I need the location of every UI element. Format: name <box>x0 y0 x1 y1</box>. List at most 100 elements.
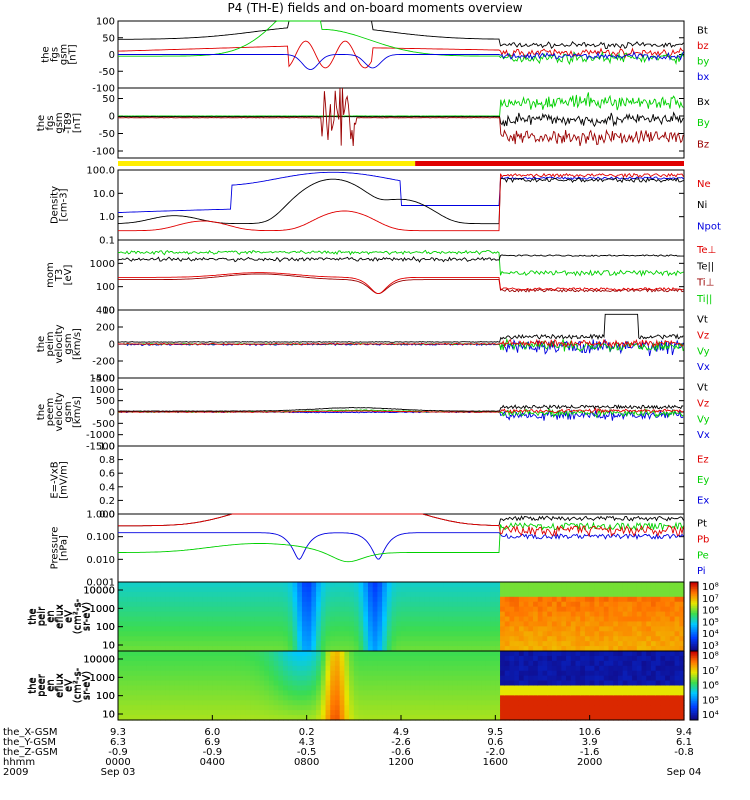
x-tick-value: 10.6 <box>579 727 601 738</box>
y-tick-label: 10 <box>102 306 115 317</box>
y-tick-label: 1000 <box>90 259 115 270</box>
x-date-start: Sep 03 <box>101 767 136 778</box>
y-axis-label: en <box>46 679 57 692</box>
legend-peim_vel-2: Vy <box>697 346 710 357</box>
page-title: P4 (TH-E) fields and on-board moments ov… <box>227 1 523 15</box>
legend-fgs-3: bx <box>697 72 709 83</box>
y-tick-label: 500 <box>96 396 115 407</box>
x-tick-value: 0.6 <box>487 737 503 748</box>
x-tick-value: 0.2 <box>299 727 315 738</box>
x-tick-value: 0800 <box>294 757 319 768</box>
x-row-label-0: the_X-GSM <box>3 727 57 738</box>
y-axis-label: Pressure <box>50 527 61 570</box>
line-Pe <box>118 521 684 563</box>
y-axis-label: en <box>45 679 56 692</box>
colorbar-label: 10⁶ <box>702 681 719 692</box>
y-tick-label: 10 <box>102 710 115 721</box>
y-tick-label: 10000 <box>83 655 115 666</box>
y-tick-label: 10 <box>102 641 115 652</box>
y-axis-label: T3 <box>54 269 65 282</box>
line-Bz <box>118 87 684 147</box>
y-tick-label: 100.0 <box>86 166 115 177</box>
y-axis-label: fgs <box>50 47 61 62</box>
legend-fgs_dtr-0: Bx <box>697 97 710 108</box>
x-tick-value: -2.0 <box>486 747 506 758</box>
x-tick-value: 6.0 <box>204 727 220 738</box>
legend-temp-2: Ti⊥ <box>696 278 714 289</box>
y-axis-label: gsm <box>63 333 74 354</box>
line-Npot <box>117 171 684 214</box>
y-tick-label: -100 <box>92 147 115 158</box>
y-tick-label: 100 <box>96 691 115 702</box>
x-tick-value: -0.9 <box>203 747 223 758</box>
x-tick-value: 9.3 <box>110 727 126 738</box>
y-axis-label: (cm²-s- <box>72 667 83 703</box>
y-tick-label: 100 <box>96 691 115 702</box>
colorbar-label: 10⁷ <box>702 594 719 605</box>
x-tick-value: 2000 <box>577 757 602 768</box>
legend-pressure-2: Pe <box>697 550 709 561</box>
y-tick-label: 1000 <box>90 385 115 396</box>
line-Pb <box>118 513 684 538</box>
colorbar-peer_spec: 10⁸ 10⁷ 10⁶ 10⁵ 10⁴ <box>689 650 719 721</box>
y-axis-label: eV <box>63 610 74 623</box>
legend-peem_vel-1: Vz <box>697 398 709 409</box>
legend-efield-2: Ex <box>697 496 709 507</box>
x-tick-value: 0000 <box>105 757 130 768</box>
y-axis-label: gsm <box>59 44 70 65</box>
line-Ti-perp <box>118 273 684 295</box>
line-Ne <box>118 172 684 232</box>
y-tick-label: -400 <box>92 374 115 385</box>
y-axis-label: (cm²-s- <box>73 598 84 634</box>
x-row-label-2: the_Z-GSM <box>3 747 58 758</box>
y-tick-label: 0.001 <box>86 578 115 589</box>
line-Bt <box>118 20 684 50</box>
y-axis-label: [km/s] <box>72 328 83 360</box>
legend-peim_vel-3: Vx <box>697 362 710 373</box>
y-axis-label: peir <box>37 606 48 626</box>
y-axis-label: [nT] <box>72 113 83 133</box>
legend-temp-3: Ti|| <box>696 294 712 305</box>
y-axis-label: (cm²-s- <box>73 667 84 703</box>
y-axis-label: eflux <box>54 604 65 629</box>
line-bx <box>118 51 684 71</box>
legend-peem_vel-3: Vx <box>697 430 710 441</box>
y-axis-label: the <box>36 404 47 420</box>
x-tick-value: 6.1 <box>676 737 692 748</box>
line-Pt <box>118 513 684 527</box>
y-axis-label: velocity <box>54 392 65 431</box>
y-tick-label: 50 <box>102 33 115 44</box>
y-tick-label: 100 <box>96 282 115 293</box>
y-tick-label: 1000 <box>90 673 115 684</box>
colorbar-label: 10⁸ <box>702 582 719 593</box>
spectrogram-peer_spec <box>117 650 685 721</box>
colorbar-label: 10⁸ <box>702 651 719 662</box>
x-tick-value: 9.4 <box>676 727 692 738</box>
x-tick-value: 1600 <box>483 757 508 768</box>
y-tick-label: 10 <box>102 641 115 652</box>
y-tick-label: 0.8 <box>99 455 115 466</box>
y-tick-label: 0.4 <box>99 482 115 493</box>
y-axis-label: Density <box>50 186 61 224</box>
y-tick-label: 0.2 <box>99 496 115 507</box>
y-tick-label: 200 <box>96 323 115 334</box>
colorbar-label: 10⁵ <box>702 695 719 706</box>
y-axis-label: eV <box>64 679 75 692</box>
x-tick-value: 4.9 <box>393 727 409 738</box>
x-tick-value: -0.9 <box>108 747 128 758</box>
y-tick-label: -200 <box>92 357 115 368</box>
y-tick-label: 0.1 <box>99 236 115 247</box>
x-tick-value: -0.8 <box>674 747 694 758</box>
y-tick-label: 1.0 <box>99 212 115 223</box>
x-tick-value: -1.6 <box>580 747 600 758</box>
y-tick-label: -100 <box>92 84 115 95</box>
y-tick-label: 1000 <box>90 673 115 684</box>
y-tick-label: -500 <box>92 419 115 430</box>
y-tick-label: 1000 <box>90 604 115 615</box>
y-axis-label: peer <box>37 673 48 697</box>
panel-efield: E=-VxB[mV/m] 1.0 0.8 0.6 0.4 0.2 0.0 Ez Ey Ex <box>50 442 710 521</box>
